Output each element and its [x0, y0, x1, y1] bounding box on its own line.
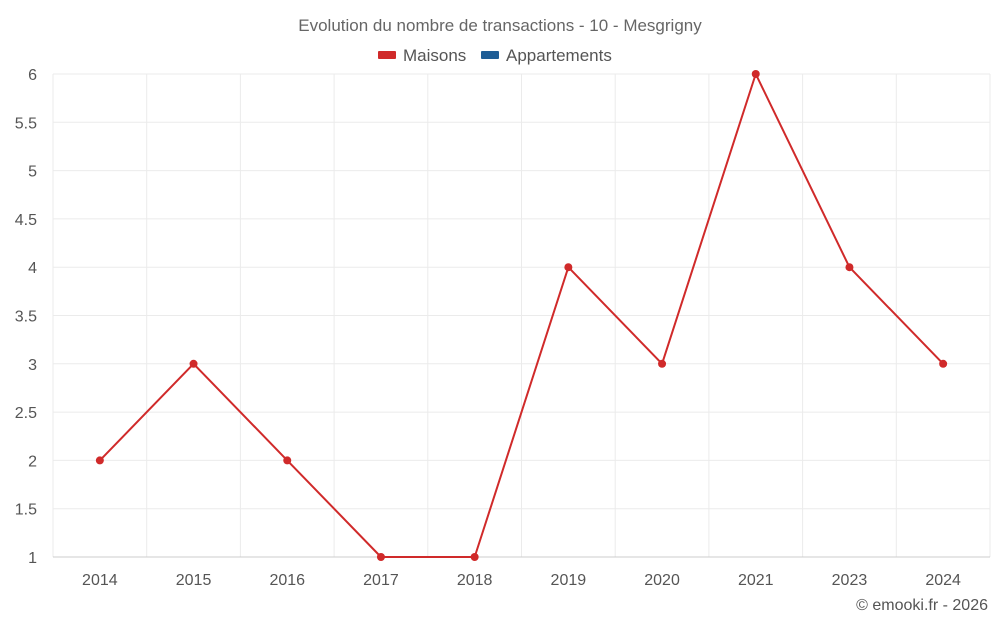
y-tick-label: 3.5 — [15, 309, 37, 326]
data-point[interactable] — [283, 456, 292, 465]
y-tick-label: 4 — [28, 260, 37, 277]
y-tick-label: 5.5 — [15, 115, 37, 132]
legend-label-maisons: Maisons — [403, 46, 466, 65]
x-tick-label: 2016 — [269, 572, 305, 589]
chart-title: Evolution du nombre de transactions - 10… — [298, 16, 702, 35]
x-tick-label: 2019 — [551, 572, 587, 589]
x-tick-label: 2023 — [832, 572, 868, 589]
data-point[interactable] — [95, 456, 104, 465]
data-point[interactable] — [939, 359, 948, 368]
y-tick-label: 2 — [28, 453, 37, 470]
data-point[interactable] — [189, 359, 198, 368]
x-tick-label: 2021 — [738, 572, 774, 589]
data-point[interactable] — [751, 70, 760, 78]
data-point[interactable] — [564, 263, 573, 272]
x-tick-label: 2014 — [82, 572, 118, 589]
x-tick-label: 2015 — [176, 572, 212, 589]
credit-text: © emooki.fr - 2026 — [856, 597, 988, 614]
x-tick-label: 2020 — [644, 572, 680, 589]
data-point[interactable] — [376, 553, 385, 561]
legend-item-maisons[interactable]: Maisons — [378, 46, 466, 65]
gridlines — [52, 73, 991, 557]
y-tick-label: 4.5 — [15, 212, 37, 229]
y-tick-label: 3 — [28, 357, 37, 374]
x-tick-label: 2018 — [457, 572, 493, 589]
x-tick-label: 2017 — [363, 572, 399, 589]
legend-label-appartements: Appartements — [506, 46, 612, 65]
legend-swatch-appartements — [481, 51, 499, 59]
y-tick-label: 2.5 — [15, 405, 37, 422]
x-tick-label: 2024 — [925, 572, 961, 589]
data-point[interactable] — [470, 553, 479, 561]
y-tick-label: 1 — [28, 550, 37, 567]
series-line-maisons — [99, 73, 944, 558]
series — [95, 70, 948, 561]
legend-swatch-maisons — [378, 51, 396, 59]
y-tick-label: 5 — [28, 164, 37, 181]
data-point[interactable] — [658, 359, 667, 368]
y-tick-label: 6 — [28, 67, 37, 84]
data-point[interactable] — [845, 263, 854, 272]
legend-item-appartements[interactable]: Appartements — [481, 46, 612, 65]
y-axis-ticks: 1 1.5 2 2.5 3 3.5 4 4.5 5 5.5 6 — [15, 67, 37, 567]
x-axis-ticks: 2014 2015 2016 2017 2018 2019 2020 2021 2023 2024 — [82, 572, 961, 589]
legend: Maisons Appartements — [378, 46, 612, 65]
y-tick-label: 1.5 — [15, 502, 37, 519]
